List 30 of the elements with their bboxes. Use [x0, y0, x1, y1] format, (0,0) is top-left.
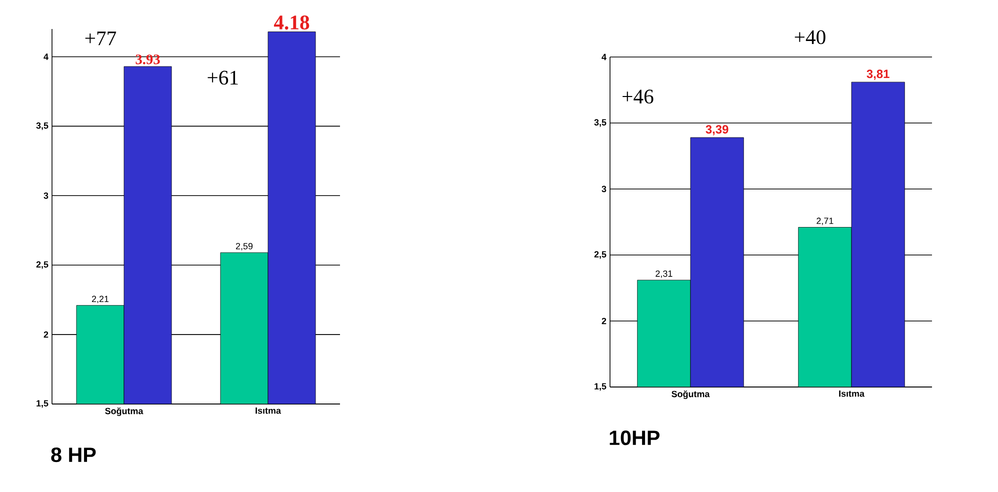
y-tick-label: 3	[44, 192, 48, 199]
y-tick-label: 1,5	[36, 400, 48, 408]
y-tick-label: 4	[602, 54, 606, 60]
x-tick-label: Soğutma	[672, 390, 710, 400]
x-tick-label: Soğutma	[105, 408, 144, 416]
data-label: 4.18	[274, 16, 310, 30]
x-tick-label: Isıtma	[839, 390, 865, 397]
data-label: 2,31	[656, 270, 672, 278]
text: +40	[794, 30, 826, 44]
data-label: 2,71	[816, 218, 834, 226]
y-tick-label: 3	[602, 186, 606, 192]
data-label: 2,21	[92, 296, 109, 304]
y-tick-label: 3,5	[36, 122, 48, 130]
text: 8 HP	[51, 448, 96, 462]
y-tick-label: 2	[44, 331, 48, 338]
data-label: 3,39	[706, 125, 728, 136]
text: 10HP	[610, 430, 660, 446]
y-tick-label: 2,5	[594, 251, 606, 259]
data-label: 3.93	[136, 54, 160, 64]
data-label: 3,81	[866, 70, 890, 80]
annotation: +46	[622, 90, 654, 104]
y-tick-label: 2	[602, 318, 606, 324]
y-tick-label: 1,5	[594, 383, 606, 391]
y-tick-label: 3,5	[594, 119, 606, 127]
data-label: 2,59	[236, 242, 253, 250]
x-tick-label: Isıtma	[256, 408, 282, 414]
annotation: +61	[208, 70, 238, 85]
y-tick-label: 2,5	[36, 261, 48, 269]
annotation: +77	[85, 32, 116, 46]
y-tick-label: 4	[44, 54, 48, 60]
